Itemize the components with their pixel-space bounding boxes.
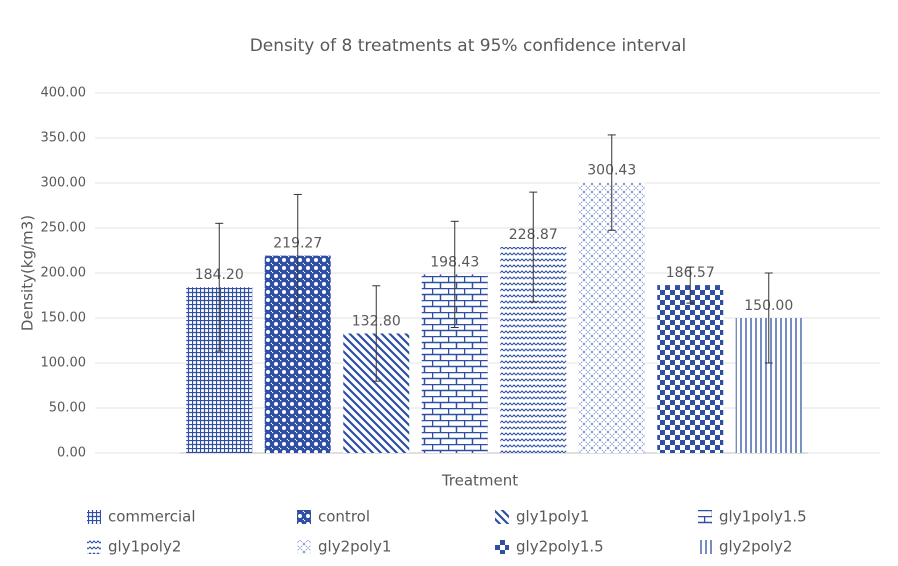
y-tick-label: 50.00 (49, 401, 86, 416)
legend-swatch (698, 510, 712, 524)
error-bar (215, 222, 224, 352)
y-tick-label: 150.00 (41, 311, 87, 326)
legend-swatch (297, 510, 311, 524)
chart-title: Density of 8 treatments at 95% confidenc… (250, 36, 687, 56)
y-tick-label: 0.00 (57, 446, 86, 461)
legend-label: gly1poly2 (108, 538, 181, 556)
error-bar (607, 134, 616, 231)
error-bar (686, 266, 695, 304)
y-tick-label: 400.00 (41, 86, 87, 101)
error-bar (450, 220, 459, 329)
y-tick-label: 200.00 (41, 266, 87, 281)
legend-swatch (495, 510, 509, 524)
y-tick-label: 300.00 (41, 176, 87, 191)
error-bar (764, 272, 773, 364)
legend-label: gly2poly2 (719, 538, 792, 556)
legend-label: commercial (108, 508, 196, 526)
error-bar (372, 285, 381, 382)
legend-swatch (297, 540, 311, 554)
legend-swatch (87, 510, 101, 524)
legend-label: gly1poly1.5 (719, 508, 807, 526)
y-tick-label: 350.00 (41, 131, 87, 146)
y-axis-title: Density(kg/m3) (19, 215, 37, 331)
error-bar (293, 193, 302, 318)
legend-swatch (698, 540, 712, 554)
legend-swatch (495, 540, 509, 554)
legend-label: gly2poly1.5 (516, 538, 604, 556)
y-tick-label: 100.00 (41, 356, 87, 371)
legend-label: control (318, 508, 370, 526)
x-axis-title: Treatment (441, 472, 518, 490)
bar (657, 285, 724, 453)
error-bar (529, 191, 538, 303)
y-tick-label: 250.00 (41, 221, 87, 236)
legend-label: gly2poly1 (318, 538, 391, 556)
legend-label: gly1poly1 (516, 508, 589, 526)
legend-swatch (87, 540, 101, 554)
